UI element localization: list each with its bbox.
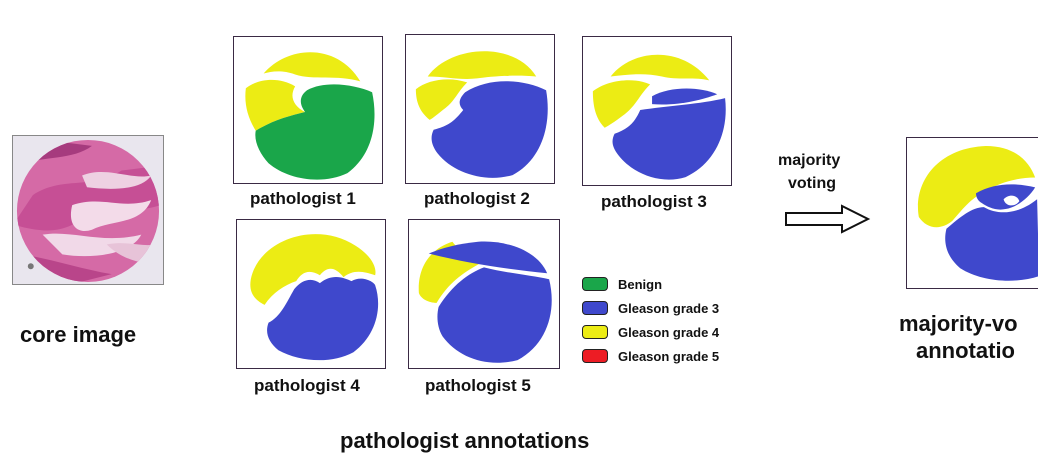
pathologist-1-annotation [233, 36, 383, 184]
pathologist-2-annotation [405, 34, 555, 184]
legend-item-benign: Benign [582, 275, 662, 293]
majority-vote-annotation [906, 137, 1038, 289]
legend-swatch-benign [582, 277, 608, 291]
pathologist-annotations-caption: pathologist annotations [340, 428, 590, 453]
pathologist-4-annotation [236, 219, 386, 369]
pathologist-3-label: pathologist 3 [601, 192, 707, 211]
legend-item-gleason-3: Gleason grade 3 [582, 299, 719, 317]
legend-label-gleason-5: Gleason grade 5 [618, 348, 720, 364]
legend-swatch-gleason-4 [582, 325, 608, 339]
legend-label-gleason-4: Gleason grade 4 [618, 324, 720, 340]
legend-label-gleason-3: Gleason grade 3 [618, 300, 720, 316]
legend-item-gleason-4: Gleason grade 4 [582, 323, 719, 341]
core-image-label: core image [20, 322, 137, 347]
pathologist-4-label: pathologist 4 [254, 376, 360, 395]
pathologist-5-label: pathologist 5 [425, 376, 531, 395]
pathologist-3-annotation [582, 36, 732, 186]
majority-voting-caption-line1: majority [778, 152, 841, 169]
legend-swatch-gleason-3 [582, 301, 608, 315]
majority-voting-caption-line2: voting [788, 175, 836, 192]
pathologist-2-label: pathologist 2 [424, 189, 530, 208]
majority-vote-label-line2: annotatio [916, 338, 1015, 363]
pathologist-1-label: pathologist 1 [250, 189, 356, 208]
legend-swatch-gleason-5 [582, 349, 608, 363]
majority-vote-label-line1: majority-vo [899, 311, 1018, 336]
pathologist-5-annotation [408, 219, 560, 369]
right-arrow-icon [785, 204, 871, 234]
legend-item-gleason-5: Gleason grade 5 [582, 347, 719, 365]
legend-label-benign: Benign [618, 276, 663, 292]
core-image-thumbnail [12, 135, 164, 285]
